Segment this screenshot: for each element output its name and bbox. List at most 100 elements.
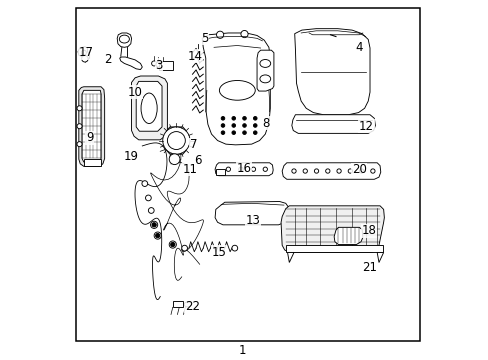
Circle shape [182,245,187,251]
Polygon shape [257,50,273,91]
Circle shape [169,154,180,165]
Polygon shape [120,57,142,69]
FancyBboxPatch shape [215,169,224,175]
Circle shape [221,124,224,127]
Circle shape [242,124,246,127]
FancyBboxPatch shape [76,8,419,341]
Circle shape [81,55,88,62]
Circle shape [155,233,160,238]
Circle shape [145,195,151,201]
Circle shape [370,169,374,173]
Text: 9: 9 [86,131,93,144]
Polygon shape [167,127,185,154]
Polygon shape [215,202,287,225]
Circle shape [77,106,82,111]
Circle shape [291,169,296,173]
Circle shape [253,124,257,127]
FancyBboxPatch shape [83,159,101,166]
Text: 1: 1 [239,344,246,357]
Circle shape [359,169,363,173]
Text: 3: 3 [155,59,163,72]
Circle shape [167,132,185,149]
Text: 10: 10 [127,86,142,99]
Circle shape [231,117,235,120]
FancyBboxPatch shape [159,60,172,69]
Circle shape [242,117,246,120]
Polygon shape [376,252,383,262]
Ellipse shape [141,93,157,123]
Circle shape [216,31,223,39]
Text: 13: 13 [245,214,261,227]
Text: 18: 18 [361,224,376,238]
Ellipse shape [119,35,129,43]
Circle shape [251,167,255,171]
Polygon shape [215,163,273,176]
Circle shape [77,124,82,129]
Circle shape [160,63,165,68]
FancyBboxPatch shape [172,301,183,307]
Circle shape [325,169,329,173]
Circle shape [253,117,257,120]
Polygon shape [136,81,162,131]
Circle shape [148,208,154,213]
Text: 5: 5 [200,32,207,45]
Text: 20: 20 [351,163,366,176]
Circle shape [314,169,318,173]
Ellipse shape [219,81,255,100]
Polygon shape [282,163,380,179]
Circle shape [238,167,243,171]
Polygon shape [281,206,384,252]
FancyBboxPatch shape [285,245,382,252]
Ellipse shape [260,59,270,67]
Circle shape [169,241,176,248]
Circle shape [221,117,224,120]
Text: 7: 7 [189,138,197,151]
Circle shape [231,124,235,127]
Ellipse shape [184,302,191,307]
Circle shape [154,232,161,239]
Polygon shape [202,33,270,145]
Text: 8: 8 [262,117,269,130]
Circle shape [163,127,190,154]
Circle shape [156,62,161,67]
Circle shape [152,223,156,227]
Text: 17: 17 [79,46,93,59]
Polygon shape [78,46,89,60]
Text: 21: 21 [362,261,377,274]
Text: 11: 11 [182,163,197,176]
Polygon shape [333,227,362,244]
Text: 4: 4 [355,41,362,54]
Polygon shape [131,76,167,140]
Circle shape [221,131,224,134]
Circle shape [226,167,230,171]
Circle shape [241,31,247,38]
Text: 12: 12 [358,120,373,133]
Circle shape [170,242,175,247]
Text: 15: 15 [211,246,226,259]
Ellipse shape [260,75,270,83]
Circle shape [347,169,352,173]
Circle shape [231,131,235,134]
Circle shape [242,131,246,134]
Circle shape [231,245,237,251]
Circle shape [263,167,267,171]
Polygon shape [287,252,293,262]
Polygon shape [79,87,104,166]
Text: 16: 16 [236,162,251,175]
Polygon shape [82,90,101,162]
Circle shape [77,141,82,147]
Circle shape [81,50,86,55]
Text: 14: 14 [187,50,202,63]
Circle shape [142,181,147,186]
Circle shape [253,131,257,134]
Circle shape [336,169,341,173]
Polygon shape [291,115,375,134]
Circle shape [150,221,158,228]
Circle shape [303,169,307,173]
Text: 22: 22 [184,300,200,313]
Circle shape [151,61,156,66]
Text: 2: 2 [103,53,111,66]
Text: 6: 6 [194,154,201,167]
Text: 19: 19 [124,150,139,163]
Polygon shape [294,29,369,115]
